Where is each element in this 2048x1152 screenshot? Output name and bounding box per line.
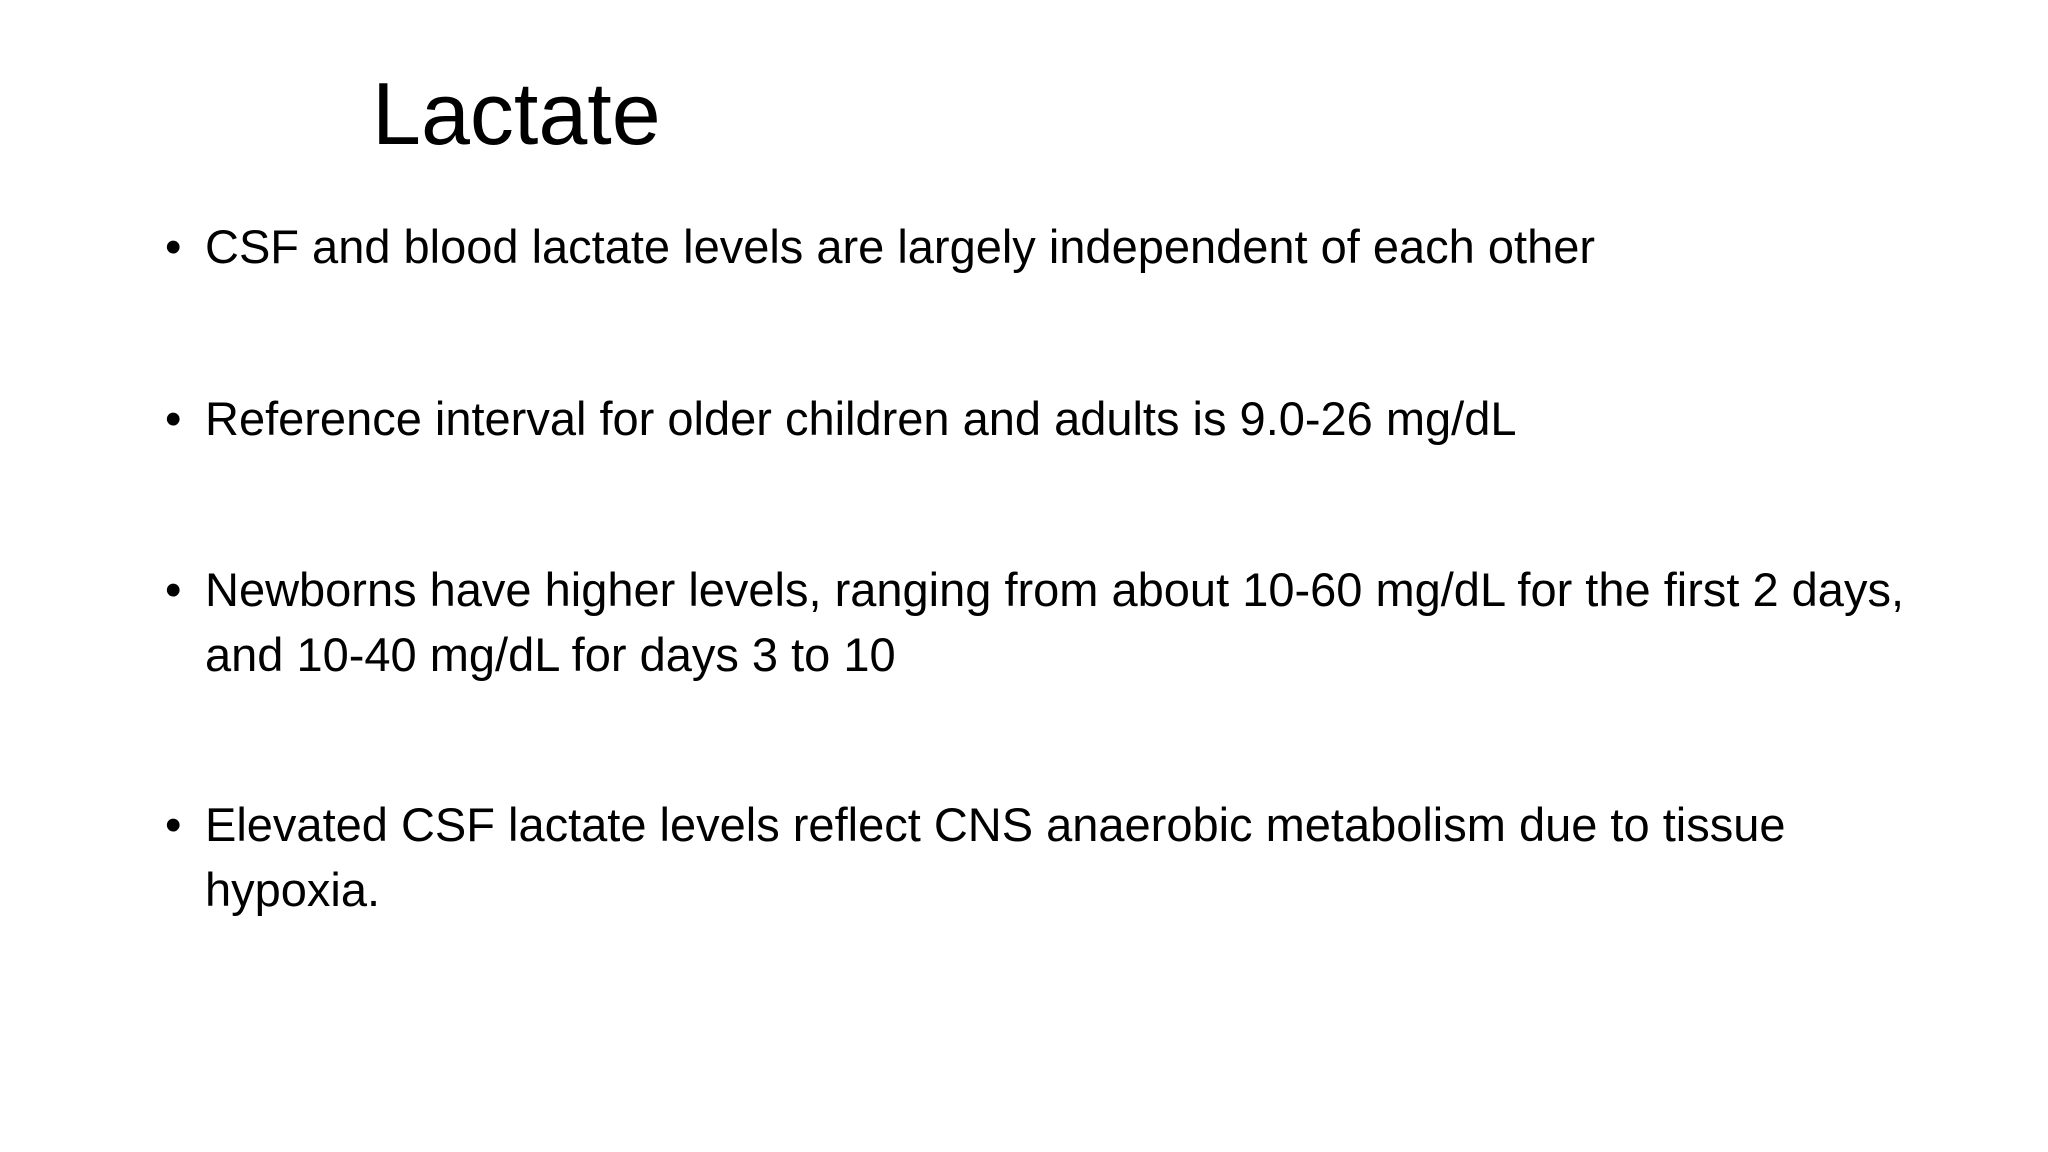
bullet: CSF and blood lactate levels are largely… — [165, 214, 1925, 279]
bullet: Elevated CSF lactate levels reflect CNS … — [165, 792, 1925, 922]
slide-title: Lactate — [372, 64, 661, 163]
bullet: Reference interval for older children an… — [165, 386, 1925, 451]
bullet: Newborns have higher levels, ranging fro… — [165, 557, 1925, 687]
